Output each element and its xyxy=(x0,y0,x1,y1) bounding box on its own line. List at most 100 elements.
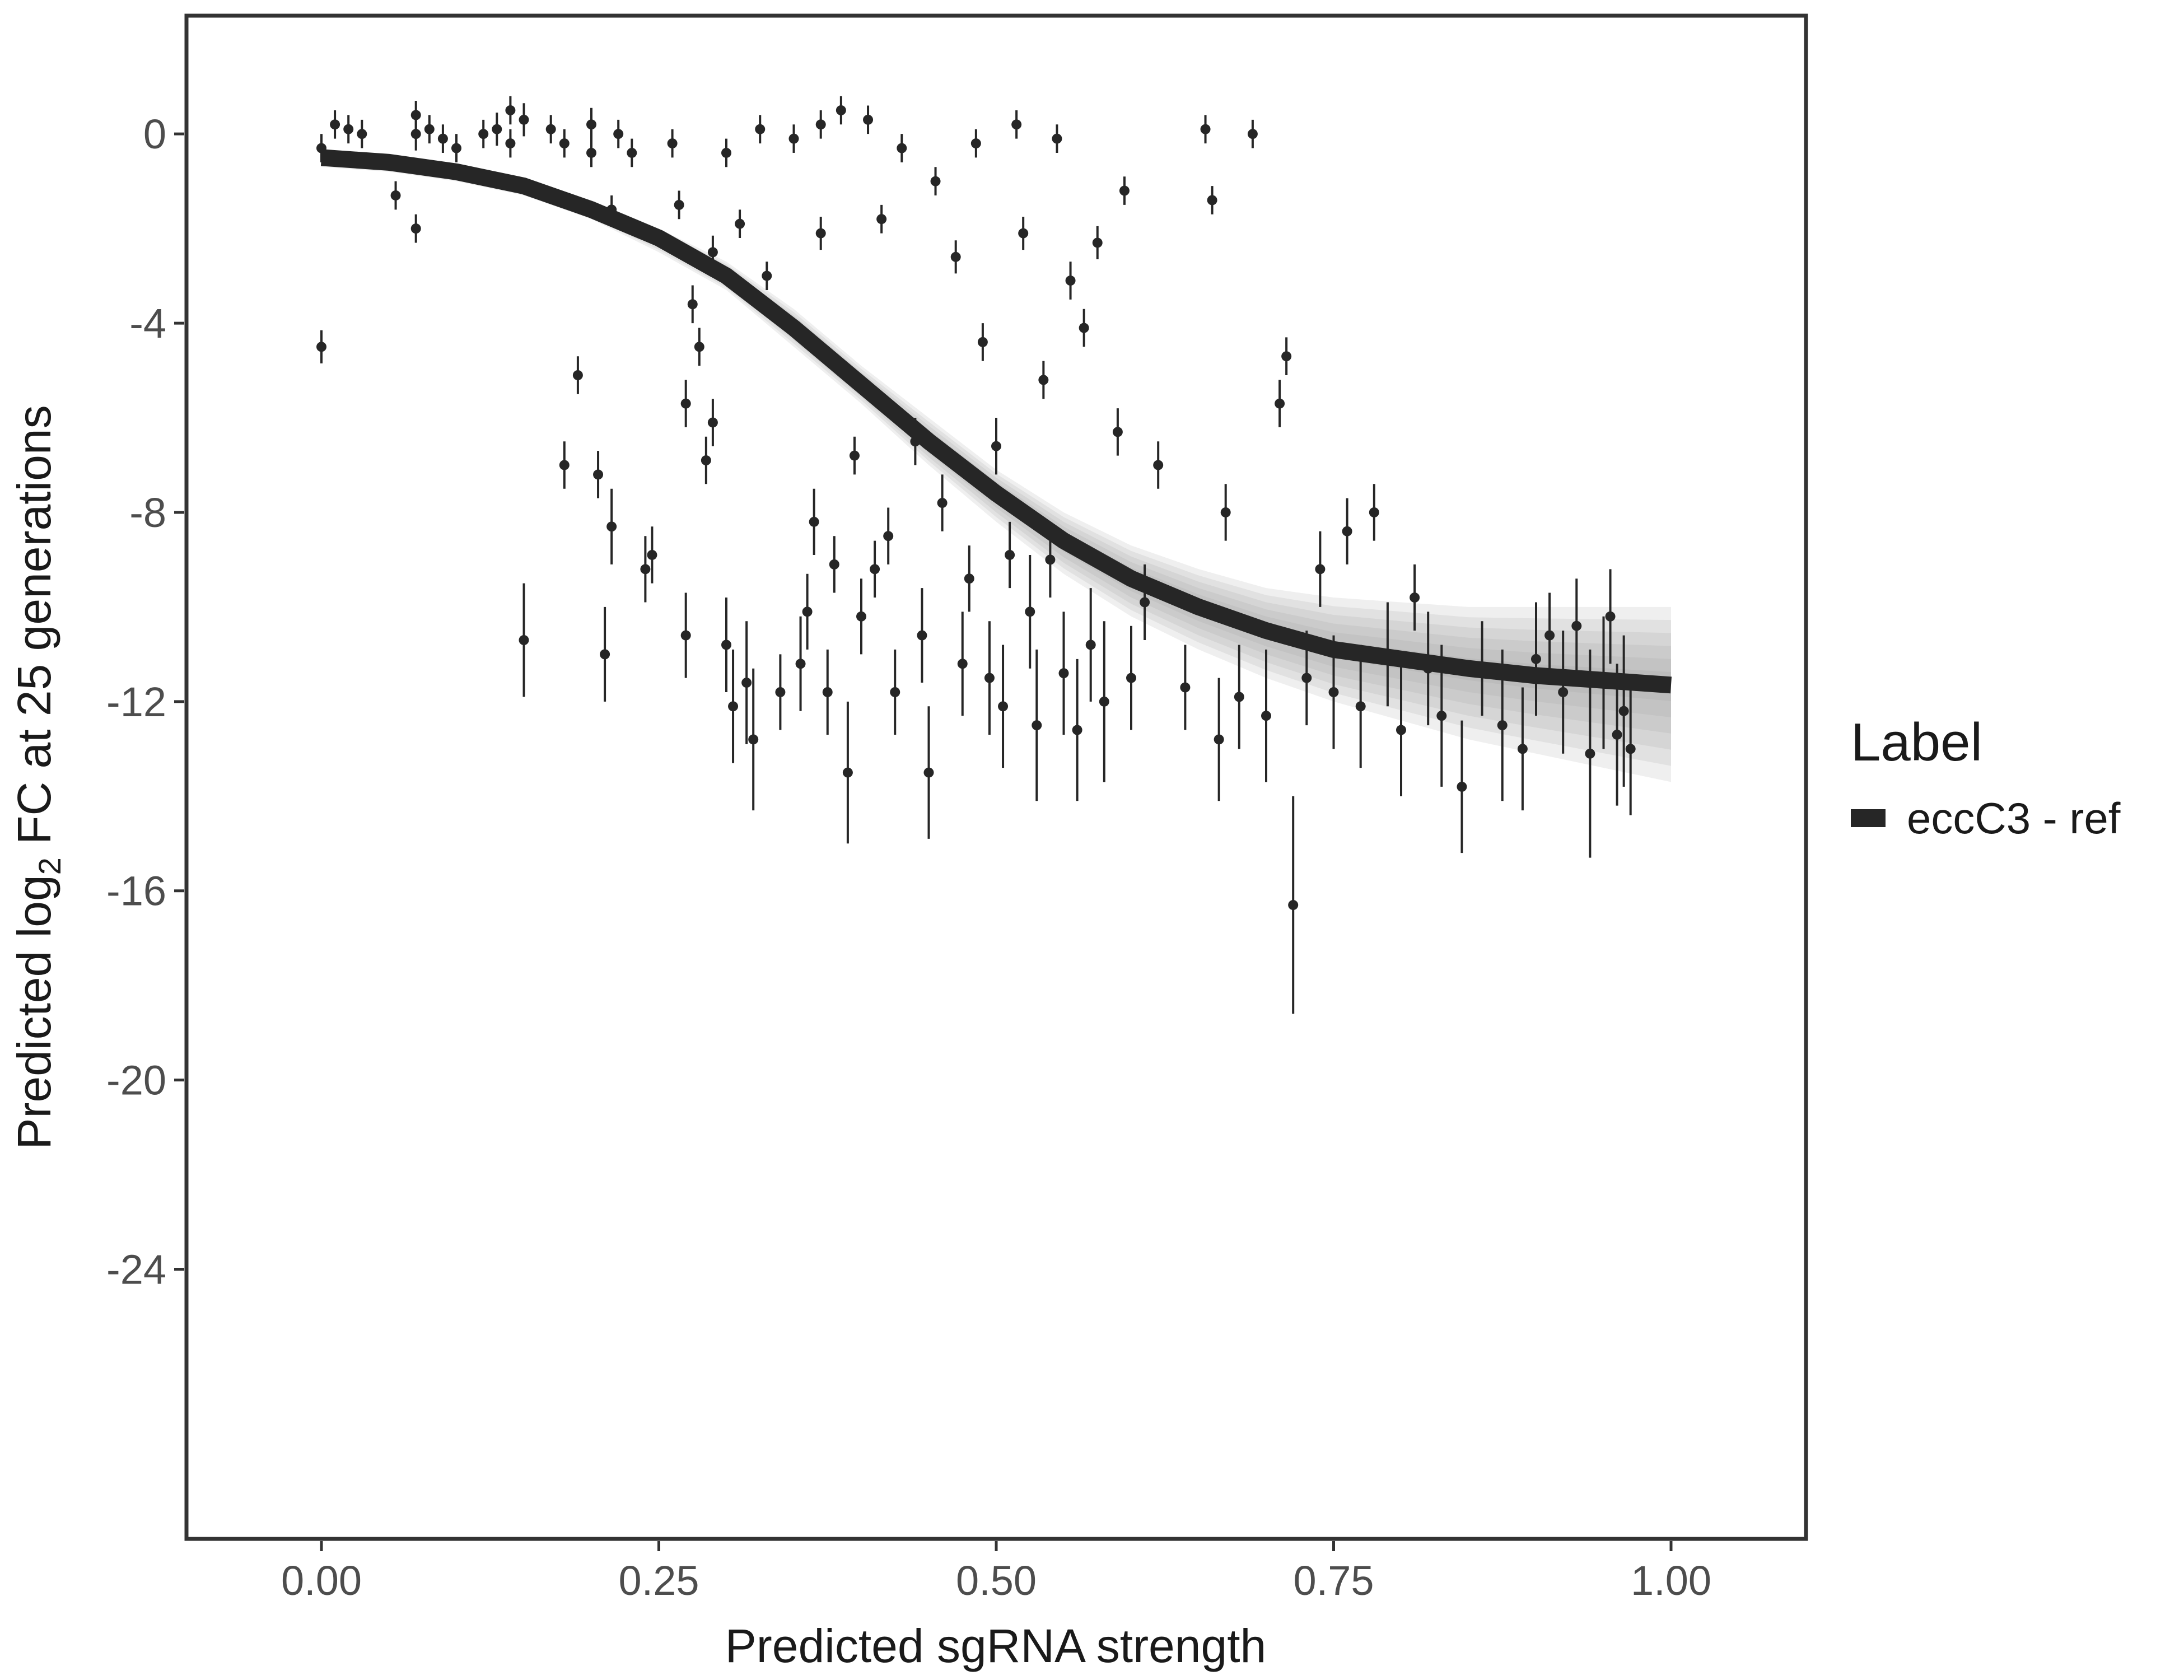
data-point xyxy=(1153,441,1164,489)
point-marker xyxy=(707,247,718,258)
point-marker xyxy=(1092,237,1103,248)
data-point xyxy=(863,105,874,134)
data-points xyxy=(316,96,1636,1014)
point-marker xyxy=(856,611,866,622)
point-marker xyxy=(762,270,772,281)
point-marker xyxy=(343,124,354,134)
data-point xyxy=(755,115,766,144)
data-point xyxy=(815,110,826,139)
y-tick-label: -16 xyxy=(106,868,166,914)
point-marker xyxy=(1410,592,1420,603)
point-marker xyxy=(410,223,421,234)
x-axis-title: Predicted sgRNA strength xyxy=(725,1620,1267,1672)
point-marker xyxy=(755,124,766,134)
data-point xyxy=(1092,226,1103,260)
data-point xyxy=(1558,631,1569,754)
point-marker xyxy=(998,701,1009,712)
data-point xyxy=(687,285,698,324)
data-point xyxy=(1315,531,1326,607)
data-point xyxy=(647,526,657,584)
posterior-band-layer xyxy=(321,155,1671,766)
data-point xyxy=(707,399,718,446)
point-marker xyxy=(795,659,806,669)
point-marker xyxy=(640,564,651,575)
point-marker xyxy=(1126,673,1136,683)
point-marker xyxy=(829,559,839,570)
data-point xyxy=(1126,626,1136,730)
data-point xyxy=(1200,115,1211,144)
point-marker xyxy=(775,687,786,697)
data-point xyxy=(1052,124,1062,153)
point-marker xyxy=(1342,526,1352,536)
data-point xyxy=(1247,119,1258,148)
point-marker xyxy=(890,687,900,697)
point-marker xyxy=(545,124,556,134)
point-marker xyxy=(842,767,853,778)
point-marker xyxy=(1153,460,1164,470)
point-marker xyxy=(694,342,704,352)
x-tick-label: 0.00 xyxy=(281,1557,362,1604)
data-point xyxy=(890,649,900,735)
point-marker xyxy=(802,606,813,617)
fit-line xyxy=(320,149,1672,694)
point-marker xyxy=(897,143,907,153)
data-point xyxy=(775,654,786,730)
point-marker xyxy=(977,337,988,347)
point-marker xyxy=(519,114,529,125)
point-marker xyxy=(1328,687,1339,697)
x-tick-label: 0.25 xyxy=(618,1557,699,1604)
data-point xyxy=(1214,678,1224,801)
data-point xyxy=(1517,687,1528,811)
point-marker xyxy=(1315,564,1326,575)
data-point xyxy=(856,578,866,655)
data-point xyxy=(390,181,401,210)
data-point xyxy=(1065,262,1076,300)
data-point xyxy=(1112,408,1123,456)
x-tick-label: 0.75 xyxy=(1293,1557,1374,1604)
point-marker xyxy=(1207,195,1217,206)
point-marker xyxy=(1214,734,1224,745)
point-marker xyxy=(680,398,691,409)
point-marker xyxy=(674,199,684,210)
point-marker xyxy=(1585,748,1595,759)
point-marker xyxy=(964,573,974,584)
point-marker xyxy=(1558,687,1569,697)
legend-key xyxy=(1851,809,1886,827)
point-marker xyxy=(1045,554,1056,565)
point-marker xyxy=(1369,507,1379,517)
point-marker xyxy=(741,678,752,688)
point-marker xyxy=(1275,398,1285,409)
data-point xyxy=(1234,645,1244,749)
point-marker xyxy=(991,441,1001,451)
point-marker xyxy=(600,649,610,660)
data-point xyxy=(950,240,961,274)
point-marker xyxy=(1052,133,1062,144)
data-point xyxy=(1119,176,1130,205)
plot-background xyxy=(186,16,1806,1539)
point-marker xyxy=(876,214,887,225)
data-point xyxy=(721,598,731,692)
point-marker xyxy=(1005,549,1015,560)
data-point xyxy=(519,583,529,697)
data-point xyxy=(1605,569,1616,664)
data-point xyxy=(829,536,839,593)
point-marker xyxy=(1140,597,1150,608)
data-point xyxy=(984,621,995,735)
data-point xyxy=(1544,592,1555,678)
data-point xyxy=(849,436,860,475)
point-marker xyxy=(606,521,617,532)
data-point xyxy=(998,645,1009,768)
data-point xyxy=(1072,659,1082,801)
point-marker xyxy=(680,630,691,641)
point-marker xyxy=(613,129,624,139)
point-marker xyxy=(735,218,745,229)
point-marker xyxy=(410,129,421,139)
point-marker xyxy=(1281,351,1292,362)
point-marker xyxy=(1497,720,1508,731)
point-marker xyxy=(970,138,981,149)
point-marker xyxy=(1234,692,1244,702)
data-point xyxy=(701,436,711,484)
data-point xyxy=(1207,186,1217,214)
point-marker xyxy=(1079,323,1089,333)
data-point xyxy=(613,119,624,148)
